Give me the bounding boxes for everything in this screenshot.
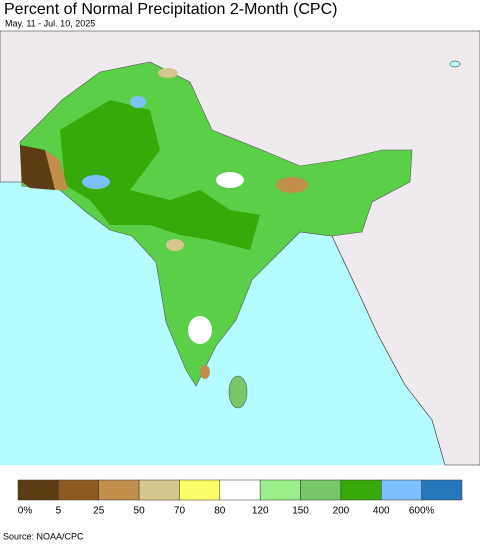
wet-area	[82, 175, 110, 189]
legend-swatch	[219, 479, 261, 501]
wet-area	[130, 96, 146, 108]
legend-label: 25	[93, 506, 105, 517]
title: Percent of Normal Precipitation 2-Month …	[4, 1, 337, 18]
subtitle: May. 11 - Jul. 10, 2025	[5, 18, 95, 28]
lake	[449, 60, 461, 68]
legend-swatch	[259, 479, 301, 501]
legend-label: 150	[292, 506, 309, 517]
legend-swatch	[179, 479, 221, 501]
legend-label: 50	[134, 506, 146, 517]
normal-area	[216, 172, 244, 188]
legend-swatch	[300, 479, 342, 501]
legend-swatch	[58, 479, 99, 501]
dry-area	[276, 177, 308, 193]
legend-label: 5	[56, 506, 62, 517]
sri-lanka	[228, 375, 248, 409]
legend-label: 80	[214, 506, 226, 517]
dry-area	[166, 239, 184, 251]
normal-area	[188, 316, 212, 344]
legend-swatch	[17, 479, 59, 501]
legend-label: 70	[174, 506, 186, 517]
legend: 0% 5 25 50 70 80 120 150 200 400 600%	[17, 479, 463, 517]
legend-swatch	[381, 479, 422, 501]
legend-label: 400	[373, 506, 390, 517]
wet-area	[60, 100, 260, 250]
dry-area	[45, 150, 68, 190]
legend-swatch	[340, 479, 382, 501]
legend-swatch	[98, 479, 140, 501]
legend-label: 120	[252, 506, 269, 517]
legend-label: 200	[333, 506, 350, 517]
legend-label: 0%	[18, 506, 33, 517]
source: Source: NOAA/CPC	[3, 531, 84, 541]
map	[0, 30, 480, 466]
legend-label: 600%	[409, 506, 435, 517]
dry-area	[158, 68, 178, 78]
legend-swatch	[421, 479, 463, 501]
legend-swatch	[138, 479, 180, 501]
dry-area	[200, 365, 210, 379]
